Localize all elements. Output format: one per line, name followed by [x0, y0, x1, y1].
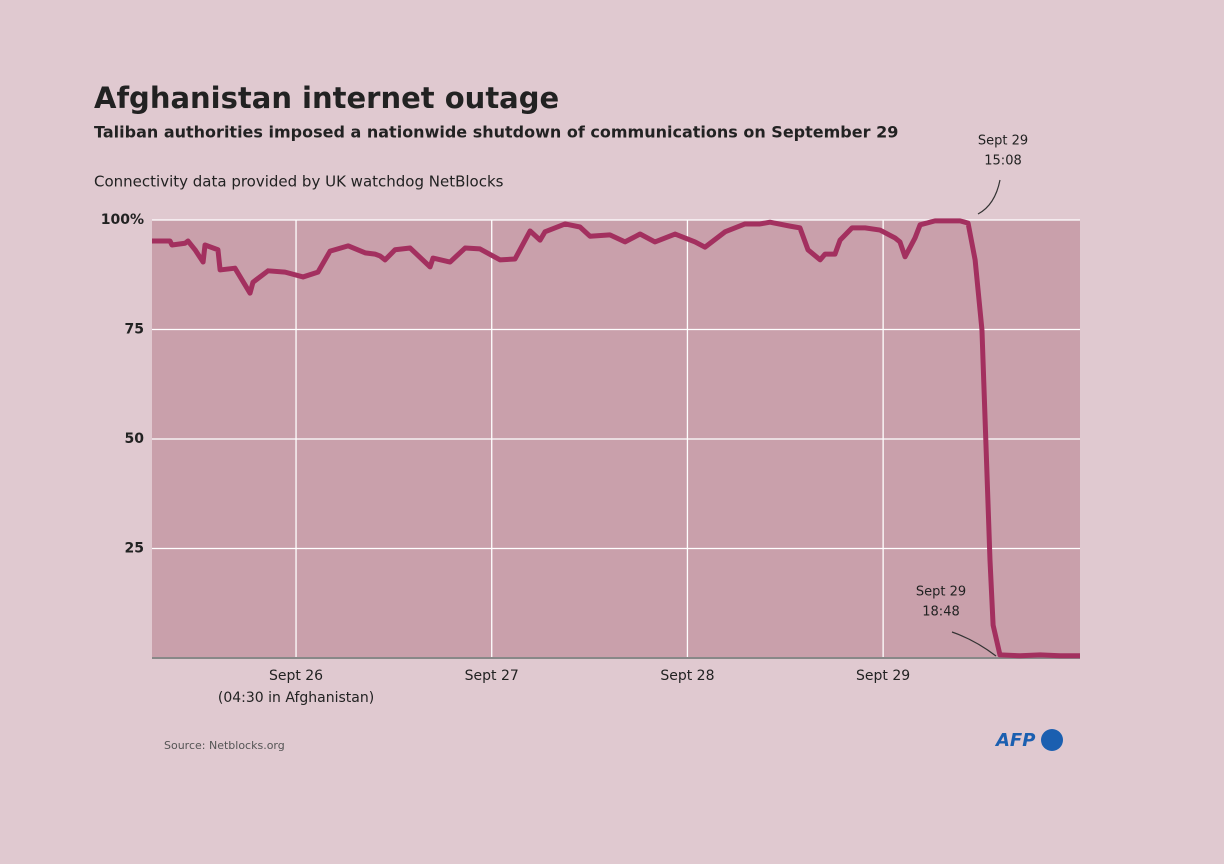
x-tick-label: Sept 27: [465, 668, 519, 684]
annotation: 18:48: [922, 605, 959, 620]
x-tick-label: Sept 26: [269, 668, 323, 684]
x-tick-note: (04:30 in Afghanistan): [218, 690, 374, 706]
y-tick-label: 75: [125, 322, 144, 338]
chart-description: Connectivity data provided by UK watchdo…: [94, 173, 504, 191]
annotation-arrow: [977, 179, 1001, 215]
data-line: [152, 218, 1080, 659]
logo: AFP: [994, 730, 1035, 751]
chart-title: Afghanistan internet outage: [94, 81, 559, 115]
y-tick-label: 100%: [101, 212, 144, 228]
source: Source: Netblocks.org: [164, 739, 285, 752]
annotation: 15:08: [984, 154, 1021, 169]
annotation: Sept 29: [916, 585, 966, 600]
logo-dot: [1041, 729, 1063, 751]
y-tick-label: 50: [125, 431, 145, 447]
plot: 100% 75 50 25 Sept 26 (04:30 in Afghanistan) S…: [101, 134, 1080, 706]
chart-subtitle: Taliban authorities imposed a nationwide…: [94, 123, 898, 142]
x-tick-label: Sept 29: [856, 668, 910, 684]
annotation: Sept 29: [978, 134, 1028, 149]
y-tick-label: 25: [125, 541, 144, 557]
x-tick-label: Sept 28: [660, 668, 714, 684]
annotation-arrow: [951, 631, 997, 657]
